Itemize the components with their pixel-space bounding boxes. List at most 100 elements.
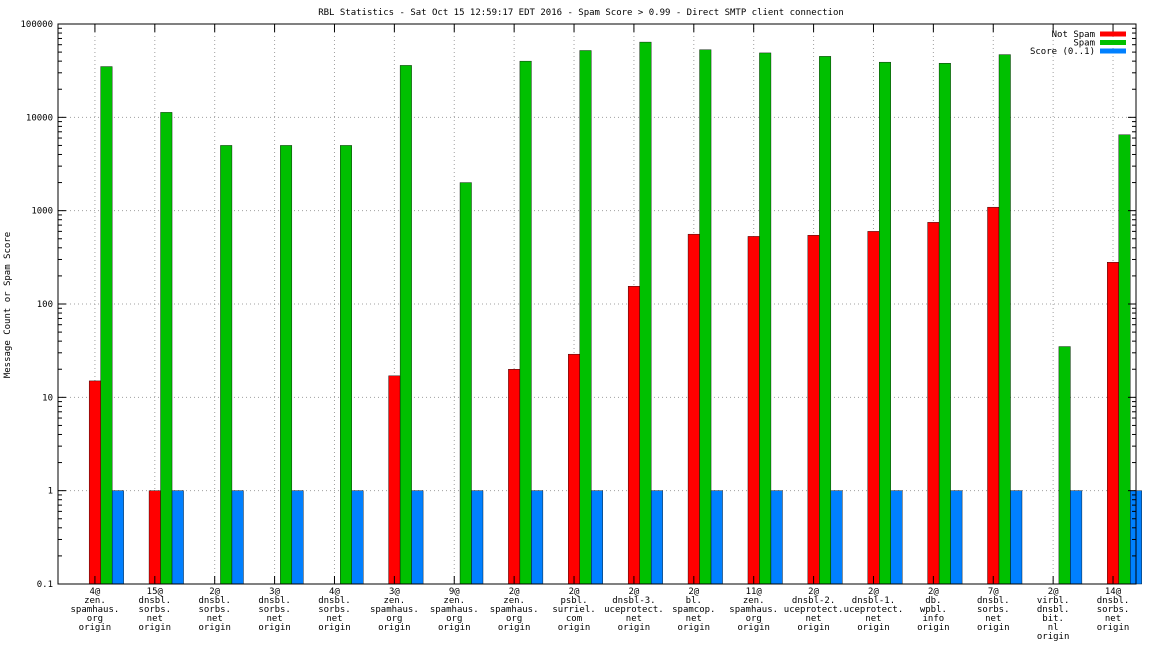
x-tick-label-line: net [266, 614, 282, 624]
bar-not-spam [388, 375, 401, 585]
bar-spam [280, 145, 293, 585]
x-tick-label-line: dnsbl. [258, 596, 291, 606]
x-tick-label-line: net [805, 614, 821, 624]
x-tick-label-line: 4@ [89, 587, 100, 597]
x-tick-label-line: spamhaus. [370, 605, 419, 615]
bar-spam [579, 50, 592, 585]
x-tick-label-line: org [506, 614, 522, 624]
y-tick-label: 0.1 [37, 580, 53, 590]
bar-not-spam [88, 380, 101, 585]
x-tick-label-line: dnsbl. [318, 596, 351, 606]
bar-not-spam [508, 369, 521, 585]
x-tick-label-line: uceprotect. [784, 605, 844, 615]
x-tick-label-line: 15@ [147, 587, 164, 597]
y-tick-label: 100 [37, 300, 53, 310]
x-tick-label-line: origin [198, 623, 231, 633]
x-tick-label-line: uceprotect. [844, 605, 904, 615]
bar-score-0-1 [710, 490, 723, 585]
bar-spam [160, 112, 173, 585]
x-tick-label-line: surriel. [552, 605, 595, 615]
x-tick-label-line: 3@ [389, 587, 400, 597]
x-tick-label-line: sorbs. [258, 605, 291, 615]
legend-label: Spam [1073, 39, 1095, 49]
bar-not-spam [987, 206, 1000, 585]
x-tick-label-line: sorbs. [198, 605, 231, 615]
bar-spam [998, 54, 1011, 585]
x-tick-label-line: 2@ [868, 587, 879, 597]
legend-label: Score (0..1) [1030, 47, 1095, 57]
x-tick-label-line: 7@ [988, 587, 999, 597]
x-tick-label-line: net [985, 614, 1001, 624]
x-tick-label-line: dnsbl-2. [792, 596, 835, 606]
x-tick-label-line: spamhaus. [490, 605, 539, 615]
x-tick-label: 11@ zen. spamhaus. org origin [729, 587, 778, 633]
bar-score-0-1 [171, 490, 184, 585]
x-tick-label-line: 14@ [1105, 587, 1122, 597]
x-tick-label-line: origin [797, 623, 830, 633]
x-tick-label-line: origin [318, 623, 351, 633]
x-tick-label: 2@ dnsbl-3. uceprotect. net origin [604, 587, 664, 633]
bar-not-spam [747, 236, 760, 585]
x-tick-label-line: origin [618, 623, 651, 633]
x-tick-label-line: 2@ [569, 587, 580, 597]
x-tick-label-line: origin [378, 623, 411, 633]
x-tick-label-line: origin [678, 623, 711, 633]
x-tick-label-line: 3@ [269, 587, 280, 597]
x-tick-label-line: zen. [443, 596, 465, 606]
x-tick-label: 2@ zen. spamhaus. org origin [490, 587, 539, 633]
bar-spam [100, 66, 113, 585]
bar-not-spam [927, 222, 940, 585]
bar-not-spam [807, 235, 820, 585]
x-tick-label-line: spamhaus. [729, 605, 778, 615]
bar-score-0-1 [950, 490, 963, 585]
y-tick-label: 100000 [20, 20, 53, 30]
x-tick-label-line: spamhaus. [430, 605, 479, 615]
bar-spam [459, 182, 472, 585]
x-tick-label-line: org [386, 614, 402, 624]
x-tick-label-line: spamhaus. [71, 605, 120, 615]
legend-swatch [1100, 40, 1126, 45]
x-tick-label: 2@ db. wpbl. info origin [917, 587, 950, 633]
bar-spam [879, 61, 891, 585]
bar-score-0-1 [111, 490, 124, 585]
x-tick-label-line: origin [139, 623, 172, 633]
x-tick-label: 3@ dnsbl. sorbs. net origin [258, 587, 291, 633]
bar-spam [639, 41, 652, 585]
x-tick-label-line: com [566, 614, 582, 624]
x-tick-label-line: zen. [503, 596, 525, 606]
x-tick-label-line: net [207, 614, 223, 624]
bar-spam [759, 52, 772, 585]
x-tick-label-line: origin [857, 623, 890, 633]
x-tick-label-line: virbl. [1037, 596, 1070, 606]
legend-label: Not Spam [1052, 30, 1095, 40]
x-tick-label: 7@ dnsbl. sorbs. net origin [977, 587, 1010, 633]
x-tick-label: 4@ dnsbl. sorbs. net origin [318, 587, 351, 633]
bar-not-spam [687, 233, 700, 585]
bars-layer [88, 41, 1142, 585]
x-tick-label-line: dnsbl. [977, 596, 1010, 606]
x-tick-label-line: wpbl. [920, 605, 947, 615]
x-tick-label: 2@ dnsbl. sorbs. net origin [198, 587, 231, 633]
bar-not-spam [627, 286, 640, 585]
x-tick-label-line: origin [438, 623, 471, 633]
x-tick-label-line: db. [925, 596, 941, 606]
bar-score-0-1 [591, 490, 603, 585]
x-tick-label-line: origin [1037, 632, 1070, 642]
y-tick-label: 1000 [31, 207, 53, 217]
x-tick-label-line: dnsbl-1. [852, 596, 895, 606]
x-tick-label-line: origin [977, 623, 1010, 633]
x-tick-label: 2@ virbl. dnsbl. bit. nl origin [1037, 587, 1070, 642]
x-tick-label-line: dnsbl. [198, 596, 231, 606]
x-tick-label-line: zen. [384, 596, 406, 606]
x-tick-label-line: info [923, 614, 945, 624]
x-tick-label-line: origin [917, 623, 950, 633]
x-tick-label-line: 11@ [746, 587, 763, 597]
bar-score-0-1 [890, 490, 903, 585]
x-tick-label-line: 2@ [928, 587, 939, 597]
x-tick-label-line: origin [737, 623, 770, 633]
x-tick-label-line: dnsbl. [139, 596, 172, 606]
x-tick-label-line: bit. [1042, 614, 1064, 624]
x-tick-label-line: psbl. [560, 596, 587, 606]
